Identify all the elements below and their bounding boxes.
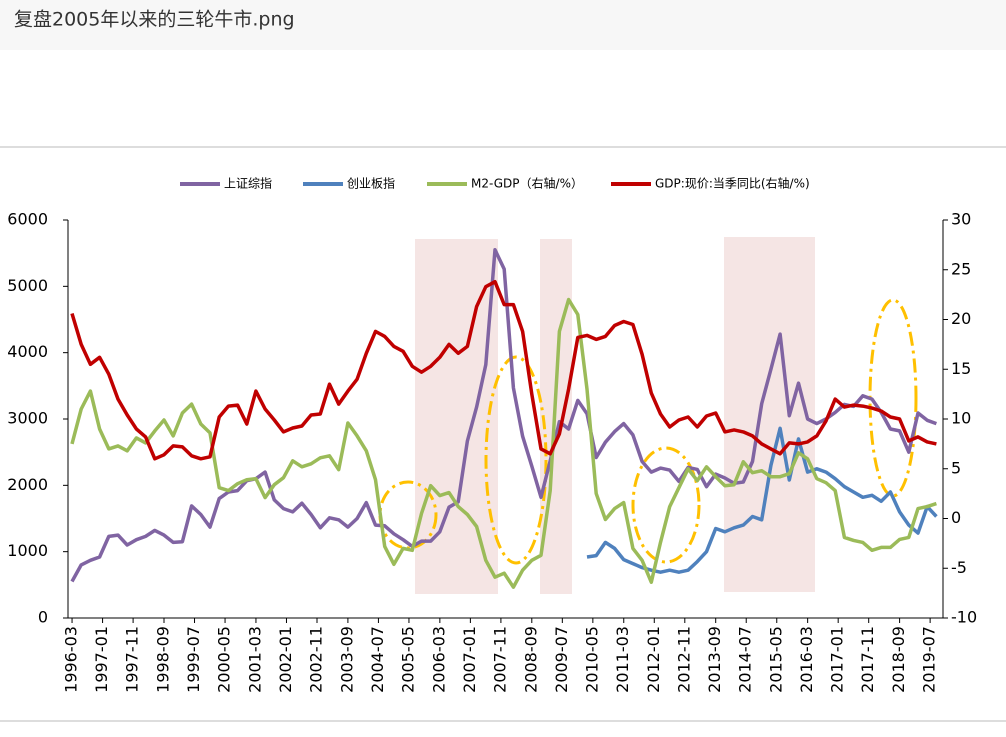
x-tick-label: 2018-09 [889, 626, 908, 693]
x-tick-label: 2014-07 [736, 626, 755, 693]
x-tick-label: 2011-03 [613, 626, 632, 693]
y-tick-label: 3000 [7, 409, 48, 428]
y-tick-label: 1000 [7, 541, 48, 560]
y-tick-label: 5000 [7, 276, 48, 295]
x-tick-label: 2007-11 [490, 626, 509, 693]
legend-label: GDP:现价:当季同比(右轴/%) [655, 176, 810, 191]
x-tick-label: 2001-03 [245, 626, 264, 693]
x-tick-label: 1999-07 [184, 626, 203, 693]
x-tick-label: 2012-11 [674, 626, 693, 693]
x-tick-label: 2000-05 [215, 626, 234, 693]
series-line [70, 297, 937, 589]
x-tick-label: 2009-07 [552, 626, 571, 693]
x-tick-label: 2005-05 [398, 626, 417, 693]
x-tick-label: 2004-07 [368, 626, 387, 693]
x-tick-label: 2002-11 [307, 626, 326, 693]
x-tick-label: 2019-07 [920, 626, 939, 693]
x-tick-label: 1997-01 [92, 626, 111, 693]
y2-tick-label: 30 [951, 210, 971, 229]
y2-tick-label: -10 [951, 608, 977, 627]
y2-tick-label: 5 [951, 458, 961, 477]
y-tick-label: 0 [38, 608, 48, 627]
y2-tick-label: 0 [951, 508, 961, 527]
series-line [70, 279, 937, 461]
plot: 0 1000 2000 3000 4000 5000 6000 -10 -5 0 5 10 15 20 25… [7, 176, 977, 693]
x-tick-label: 2002-01 [276, 626, 295, 693]
x-tick-label: 2013-09 [705, 626, 724, 693]
x-tick-label: 2017-01 [828, 626, 847, 693]
y-tick-label: 2000 [7, 475, 48, 494]
series-line [70, 248, 937, 583]
x-tick-label: 2008-09 [521, 626, 540, 693]
y-tick-label: 6000 [7, 210, 48, 229]
bull-period [724, 237, 815, 592]
ellipse [868, 298, 918, 498]
x-tick-label: 2015-05 [766, 626, 785, 693]
legend-label: M2-GDP（右轴/%） [471, 176, 583, 191]
title-bar [0, 0, 1006, 50]
ellipse [631, 446, 701, 564]
legend-label: 创业板指 [347, 176, 395, 191]
y2-tick-label: -5 [951, 558, 967, 577]
y2-tick-label: 20 [951, 309, 971, 328]
x-tick-label: 1996-03 [62, 626, 81, 693]
x-tick-label: 2016-03 [797, 626, 816, 693]
file-title: 复盘2005年以来的三轮牛市.png [14, 9, 295, 31]
y2-tick-label: 10 [951, 409, 971, 428]
x-tick-label: 1997-11 [123, 626, 142, 693]
y2-tick-label: 15 [951, 359, 971, 378]
legend-label: 上证综指 [224, 176, 272, 191]
x-tick-label: 2006-03 [429, 626, 448, 693]
y-tick-label: 4000 [7, 342, 48, 361]
x-tick-label: 2012-01 [644, 626, 663, 693]
x-tick-label: 1998-09 [153, 626, 172, 693]
ellipse [484, 355, 548, 565]
y2-tick-label: 25 [951, 259, 971, 278]
x-tick-label: 2017-11 [858, 626, 877, 693]
x-tick-label: 2007-01 [460, 626, 479, 693]
x-tick-label: 2010-05 [582, 626, 601, 693]
x-tick-label: 2003-09 [337, 626, 356, 693]
